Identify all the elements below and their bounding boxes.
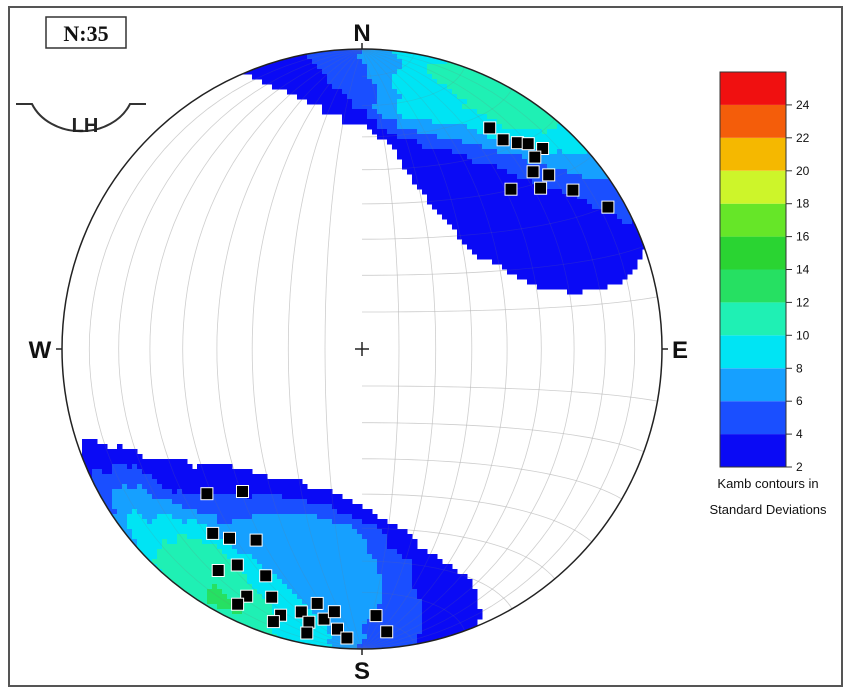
data-point — [327, 605, 341, 619]
data-point — [211, 564, 225, 577]
legend-tick-label: 2 — [796, 460, 803, 474]
direction-ticks — [56, 43, 668, 655]
legend-tick-label: 14 — [796, 263, 810, 277]
data-point — [528, 150, 542, 164]
legend-band — [720, 434, 786, 467]
data-point — [294, 605, 308, 619]
data-point — [231, 597, 245, 611]
legend-tick-label: 12 — [796, 295, 810, 309]
data-point — [300, 626, 314, 640]
legend-band — [720, 401, 786, 435]
count-label-box: N:35 — [45, 16, 127, 49]
legend-band — [720, 335, 786, 369]
data-point — [380, 625, 394, 639]
east-label: E — [672, 337, 688, 364]
data-point — [340, 631, 354, 645]
data-point — [566, 183, 580, 197]
legend-band — [720, 104, 786, 138]
data-point — [230, 558, 244, 572]
data-point — [266, 615, 280, 629]
count-label: N:35 — [63, 21, 108, 46]
data-point — [265, 590, 279, 604]
data-point — [534, 181, 548, 195]
legend-band — [720, 72, 786, 105]
data-point — [310, 596, 324, 610]
data-point — [259, 569, 273, 583]
hemisphere-indicator: LH — [16, 103, 146, 137]
data-point — [521, 137, 535, 151]
legend-tick-label: 18 — [796, 197, 810, 211]
legend-tick-label: 10 — [796, 328, 810, 342]
legend-band — [720, 203, 786, 237]
data-points — [200, 121, 615, 645]
hemisphere-label: LH — [72, 115, 99, 137]
west-label: W — [29, 337, 52, 364]
data-point — [504, 182, 518, 196]
data-point — [249, 533, 263, 547]
legend-band — [720, 269, 786, 303]
data-point — [510, 136, 524, 150]
legend-title-line1: Kamb contours in — [717, 476, 818, 491]
south-label: S — [354, 658, 370, 685]
kamb-contours — [77, 49, 648, 649]
data-point — [526, 165, 540, 179]
legend-band — [720, 137, 786, 171]
data-point — [200, 487, 214, 501]
data-point — [236, 485, 249, 498]
legend-title-line2: Standard Deviations — [709, 502, 827, 517]
legend-tick-label: 4 — [796, 427, 803, 441]
data-point — [317, 612, 331, 626]
legend-band — [720, 170, 786, 204]
legend-tick-label: 8 — [796, 361, 803, 375]
legend-band — [720, 236, 786, 270]
data-point — [483, 121, 497, 135]
legend-tick-label: 16 — [796, 230, 810, 244]
north-label: N — [353, 20, 370, 47]
data-point — [369, 609, 383, 623]
legend-tick-label: 22 — [796, 131, 810, 145]
legend-band — [720, 368, 786, 402]
data-point — [206, 526, 220, 540]
data-point — [302, 615, 316, 629]
legend-tick-label: 20 — [796, 164, 810, 178]
legend-band — [720, 302, 786, 336]
data-point — [542, 168, 556, 182]
data-point — [223, 531, 236, 545]
data-point — [496, 133, 510, 147]
legend-tick-label: 6 — [796, 394, 803, 408]
data-point — [601, 200, 615, 214]
legend-tick-label: 24 — [796, 98, 810, 112]
